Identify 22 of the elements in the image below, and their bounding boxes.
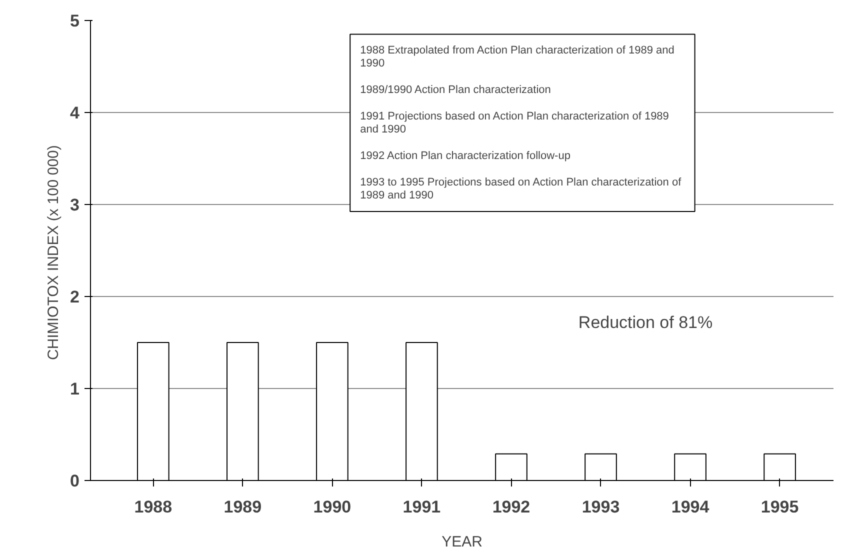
y-tick-label: 2	[70, 288, 80, 306]
annotation: 1993 to 1995 Projections based on Action Plan characterization of 1989 and 1990	[360, 176, 682, 202]
x-axis-title: YEAR	[442, 534, 483, 550]
y-tick-label: 0	[70, 472, 80, 490]
annotation: 1988 Extrapolated from Action Plan characterization of 1989 and 1990	[360, 44, 674, 70]
x-tick-label: 1991	[402, 498, 441, 516]
y-tick-label: 3	[70, 196, 80, 214]
y-tick-label: 1	[70, 380, 80, 398]
x-tick-label: 1990	[313, 498, 352, 516]
x-tick-label: 1995	[760, 498, 799, 516]
annotation: 1991 Projections based on Action Plan characterization of 1989 and 1990	[360, 110, 669, 136]
x-tick-label: 1994	[671, 498, 710, 516]
annotation: Reduction of 81%	[578, 312, 713, 332]
y-axis-title: CHIMIOTOX INDEX (x 100 000)	[45, 145, 62, 360]
x-tick-label: 1989	[224, 498, 262, 516]
annotation: 1992 Action Plan characterization follow-up	[360, 150, 570, 162]
annotation: 1989/1990 Action Plan characterization	[360, 84, 551, 96]
x-tick-label: 1992	[492, 498, 530, 516]
y-tick-label: 4	[70, 104, 80, 122]
x-tick-label: 1993	[582, 498, 620, 516]
y-tick-label: 5	[70, 12, 80, 30]
x-tick-label: 1988	[134, 498, 172, 516]
